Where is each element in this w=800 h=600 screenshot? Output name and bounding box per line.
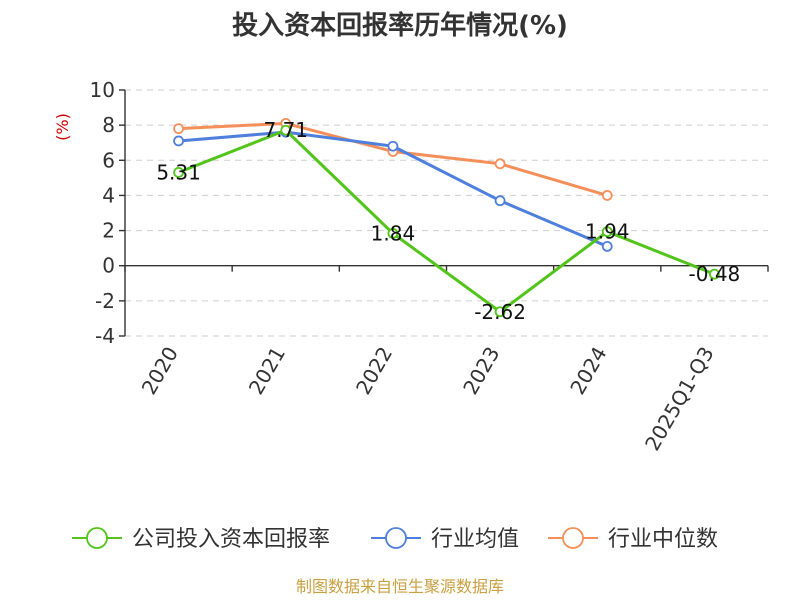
grid-layer xyxy=(125,89,768,337)
data-point xyxy=(494,195,506,207)
y-tick-label: 6 xyxy=(102,148,115,172)
data-label: -0.48 xyxy=(689,262,741,286)
data-point xyxy=(601,240,613,252)
data-point xyxy=(280,124,292,136)
data-point xyxy=(709,268,720,280)
legend-swatch-marker xyxy=(86,527,108,549)
data-point xyxy=(494,306,506,318)
legend-label: 公司投入资本回报率 xyxy=(132,527,330,552)
chart-title: 投入资本回报率历年情况(%) xyxy=(232,10,568,41)
legend-label: 行业中位数 xyxy=(608,527,718,552)
data-label-layer: 5.31 7.71 1.84 -2.62 1.94 -0.48 xyxy=(156,118,740,324)
y-tick-label: 10 xyxy=(90,78,115,102)
series-line-0 xyxy=(178,128,715,314)
series-layer xyxy=(173,117,720,318)
data-label: 1.84 xyxy=(371,221,416,245)
data-label: 7.71 xyxy=(263,118,308,142)
y-axis-label: (%) xyxy=(53,113,72,141)
legend-label: 行业均值 xyxy=(431,527,519,552)
data-label: -2.62 xyxy=(474,300,526,324)
y-tick-label: -4 xyxy=(95,324,115,348)
legend-item-2[interactable]: 行业中位数 xyxy=(548,527,718,552)
legend-item-0[interactable]: 公司投入资本回报率 xyxy=(72,527,330,552)
data-point xyxy=(494,158,506,170)
legend: 公司投入资本回报率 行业均值 行业中位数 xyxy=(72,527,718,552)
y-tick-label: 8 xyxy=(102,113,115,137)
x-tick-label: 2025Q1-Q3 xyxy=(640,343,719,455)
x-tick-label: 2022 xyxy=(351,343,397,399)
x-tick-label: 2023 xyxy=(458,343,504,399)
legend-item-1[interactable]: 行业均值 xyxy=(371,527,519,552)
axis-layer: -4 -2 0 2 4 6 8 10 2020 2021 2022 2023 2024 2025Q1-Q3 xyxy=(90,78,769,455)
data-point xyxy=(387,227,399,239)
data-point xyxy=(173,135,184,147)
data-label: 5.31 xyxy=(156,160,201,184)
x-tick-label: 2021 xyxy=(244,343,290,399)
x-tick-label: 2020 xyxy=(137,343,183,399)
x-tick-label: 2024 xyxy=(565,343,611,399)
y-tick-label: 2 xyxy=(102,219,115,243)
data-point xyxy=(601,190,613,201)
y-tick-label: -2 xyxy=(95,289,115,313)
data-label: 1.94 xyxy=(585,220,630,244)
legend-swatch-marker xyxy=(562,527,584,549)
y-tick-label: 0 xyxy=(102,254,115,278)
data-point xyxy=(601,226,613,238)
data-point xyxy=(387,140,399,152)
y-tick-label: 4 xyxy=(102,183,115,207)
data-point xyxy=(173,123,184,135)
source-note: 制图数据来自恒生聚源数据库 xyxy=(296,577,504,596)
data-point xyxy=(173,167,184,178)
legend-swatch-marker xyxy=(385,527,407,549)
